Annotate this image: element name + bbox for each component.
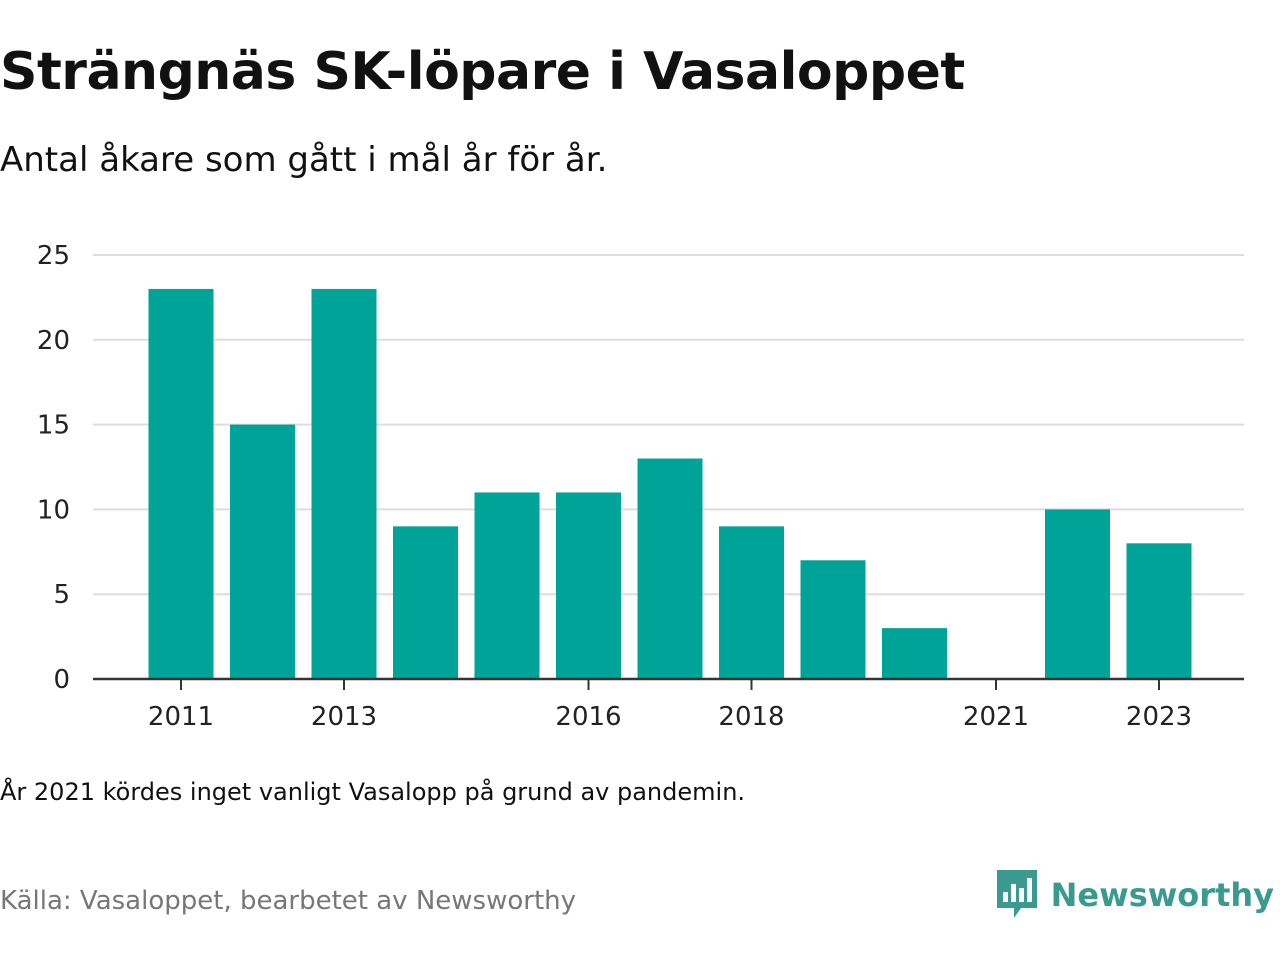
brand-logo: Newsworthy bbox=[996, 870, 1274, 920]
x-tick-label: 2023 bbox=[1126, 702, 1192, 732]
bar bbox=[1126, 543, 1192, 679]
chart-title: Strängnäs SK-löpare i Vasaloppet bbox=[0, 42, 965, 102]
x-tick-label: 2018 bbox=[718, 702, 784, 732]
bar bbox=[474, 492, 540, 679]
bar bbox=[230, 424, 295, 679]
x-tick-label: 2013 bbox=[311, 702, 377, 732]
x-tick-label: 2021 bbox=[963, 702, 1029, 732]
x-tick-label: 2016 bbox=[555, 702, 621, 732]
bar bbox=[882, 628, 947, 679]
y-tick-label: 5 bbox=[53, 580, 70, 610]
y-tick-label: 0 bbox=[53, 665, 70, 695]
x-tick-label: 2011 bbox=[148, 702, 214, 732]
bar bbox=[148, 288, 214, 679]
bar-chart: 0 5 10 15 20 25 2011 2013 2016 2018 2021 2023 bbox=[37, 241, 1244, 732]
y-tick-label: 25 bbox=[37, 241, 70, 271]
x-axis bbox=[93, 677, 1244, 690]
bar bbox=[393, 526, 458, 679]
newsworthy-logo-icon bbox=[996, 870, 1037, 918]
y-tick-label: 15 bbox=[37, 411, 70, 441]
bar bbox=[311, 288, 377, 679]
y-axis-labels: 0 5 10 15 20 25 bbox=[37, 241, 70, 695]
bar bbox=[556, 492, 621, 679]
brand-name: Newsworthy bbox=[1050, 876, 1274, 914]
chart-subtitle: Antal åkare som gått i mål år för år. bbox=[0, 140, 608, 180]
bar bbox=[637, 458, 703, 679]
y-tick-label: 10 bbox=[37, 495, 70, 525]
bar bbox=[800, 560, 866, 679]
bars bbox=[148, 288, 1192, 679]
source-credit: Källa: Vasaloppet, bearbetet av Newswort… bbox=[0, 886, 576, 916]
bar bbox=[1045, 509, 1110, 679]
bar bbox=[719, 526, 784, 679]
x-axis-labels: 2011 2013 2016 2018 2021 2023 bbox=[148, 702, 1192, 732]
chart-note: År 2021 kördes inget vanligt Vasalopp på… bbox=[0, 778, 746, 806]
y-tick-label: 20 bbox=[37, 326, 70, 356]
